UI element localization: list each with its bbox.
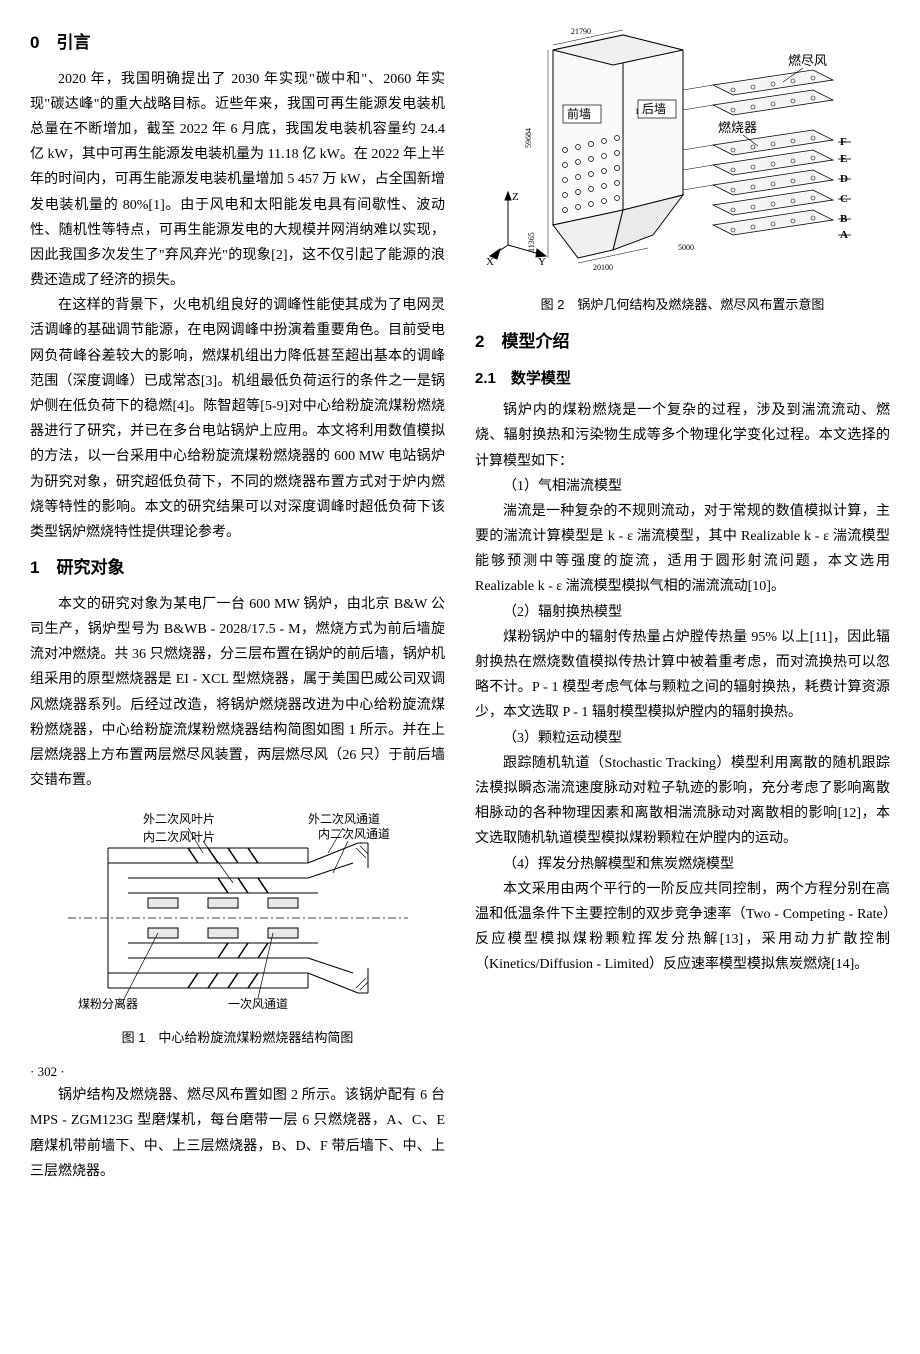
dim3: 59684	[524, 128, 533, 148]
fig2-caption: 图 2 锅炉几何结构及燃烧器、燃尽风布置示意图	[475, 293, 890, 316]
s0-p1: 2020 年，我国明确提出了 2030 年实现"碳中和"、2060 年实现"碳达…	[30, 67, 445, 294]
s2-i4: （4）挥发分热解模型和焦炭燃烧模型	[475, 852, 890, 877]
fig1-l2: 内二次风叶片	[143, 830, 215, 844]
dim6: 5000	[678, 243, 694, 252]
axis-z: Z	[512, 191, 519, 203]
s1-p2: 锅炉结构及燃烧器、燃尽风布置如图 2 所示。该锅炉配有 6 台 MPS - ZG…	[30, 1083, 445, 1184]
burner-diagram-svg: 外二次风叶片 内二次风叶片 外二次风通道 内二次风通道 煤粉分离器 一次风通道	[48, 803, 428, 1013]
front-wall: 前墙	[567, 106, 591, 121]
dim4: 11365	[527, 232, 536, 252]
axis-x: X	[486, 256, 494, 268]
s0-p2: 在这样的背景下，火电机组良好的调峰性能使其成为了电网灵活调峰的基础调节能源，在电…	[30, 293, 445, 545]
dim1: 21790	[571, 27, 591, 36]
fig1-l1: 外二次风叶片	[143, 812, 215, 826]
s2-i1: （1）气相湍流模型	[475, 474, 890, 499]
section-0-heading: 0 引言	[30, 28, 445, 59]
fig1-l4: 内二次风通道	[318, 827, 390, 841]
s2-p5: 本文采用由两个平行的一阶反应共同控制，两个方程分别在高温和低温条件下主要控制的双…	[475, 877, 890, 978]
s2-i3: （3）颗粒运动模型	[475, 726, 890, 751]
figure-1: 外二次风叶片 内二次风叶片 外二次风通道 内二次风通道 煤粉分离器 一次风通道 …	[30, 803, 445, 1050]
section-1-heading: 1 研究对象	[30, 553, 445, 584]
fig1-l5: 煤粉分离器	[78, 996, 138, 1011]
section-2-heading: 2 模型介绍	[475, 327, 890, 358]
s2-i2: （2）辐射换热模型	[475, 600, 890, 625]
page-number: · 302 ·	[30, 1060, 445, 1083]
s2-p2: 湍流是一种复杂的不规则流动，对于常规的数值模拟计算，主要的湍流计算模型是 k -…	[475, 499, 890, 600]
s2-p4: 跟踪随机轨道（Stochastic Tracking）模型利用离散的随机跟踪法模…	[475, 751, 890, 852]
figure-2: Z Y X 21790 59684 11365 20100	[475, 20, 890, 317]
dim5: 20100	[593, 263, 613, 272]
fig1-l3: 外二次风通道	[308, 812, 380, 826]
ofa-label: 燃尽风	[788, 53, 827, 68]
fig1-l6: 一次风通道	[228, 997, 288, 1011]
fig1-caption: 图 1 中心给粉旋流煤粉燃烧器结构简图	[30, 1026, 445, 1049]
section-2-1-heading: 2.1 数学模型	[475, 365, 890, 392]
s2-p1: 锅炉内的煤粉燃烧是一个复杂的过程，涉及到湍流流动、燃烧、辐射换热和污染物生成等多…	[475, 398, 890, 474]
rear-wall: 后墙	[642, 102, 666, 116]
s2-p3: 煤粉锅炉中的辐射传热量占炉膛传热量 95% 以上[11]，因此辐射换热在燃烧数值…	[475, 625, 890, 726]
boiler-diagram-svg: Z Y X 21790 59684 11365 20100	[483, 20, 883, 280]
axis-y: Y	[538, 256, 546, 268]
s1-p1: 本文的研究对象为某电厂一台 600 MW 锅炉，由北京 B&W 公司生产，锅炉型…	[30, 592, 445, 794]
burner-label: 燃烧器	[718, 120, 757, 135]
